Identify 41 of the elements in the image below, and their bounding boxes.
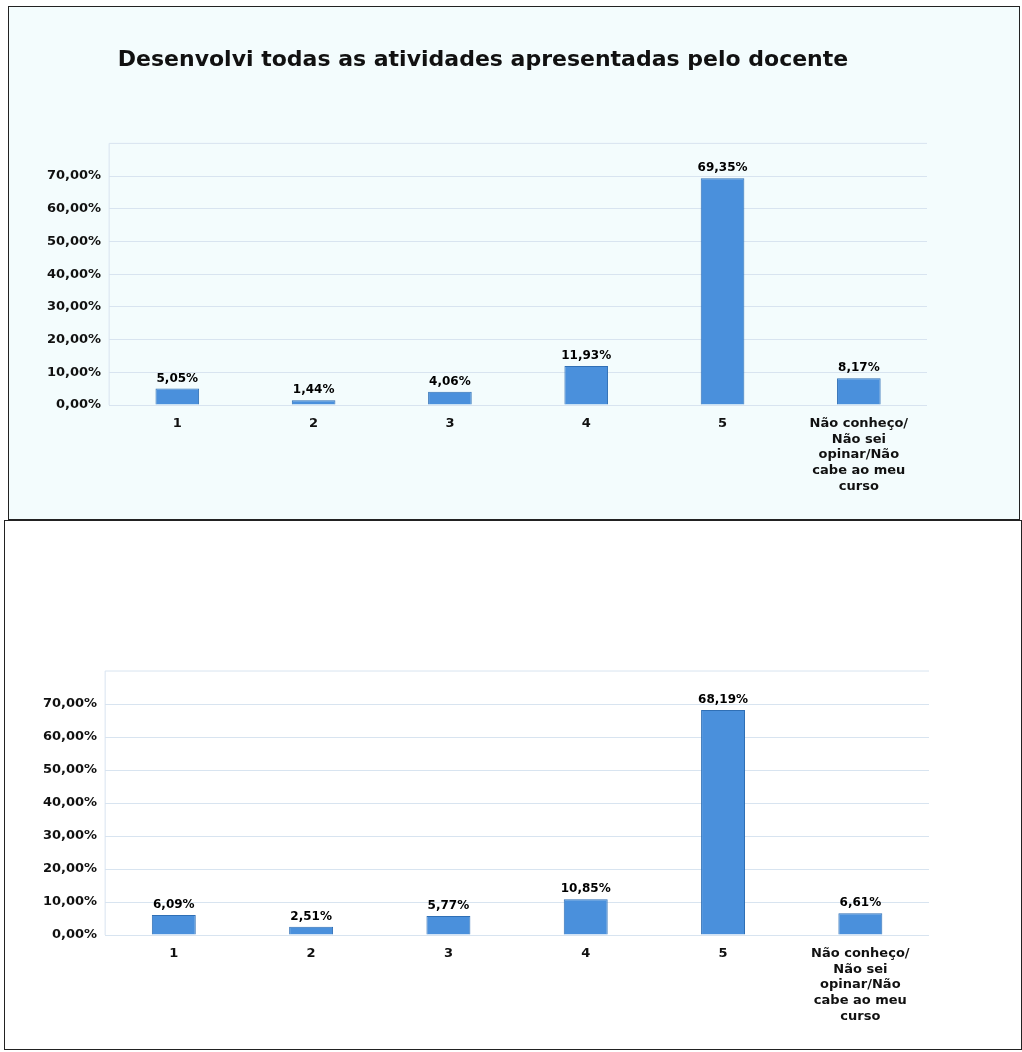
x-tick-label: 1	[172, 415, 182, 431]
data-label: 5,05%	[156, 370, 199, 385]
data-label: 8,17%	[838, 360, 880, 375]
x-tick-label: 2	[309, 415, 319, 431]
data-label: 11,93%	[561, 348, 612, 363]
y-tick-label: 30,00%	[42, 827, 98, 843]
y-tick-label: 0,00%	[56, 396, 102, 412]
y-tick-label: 40,00%	[46, 265, 102, 281]
y-tick-label: 40,00%	[42, 794, 98, 810]
y-tick-label: 70,00%	[46, 167, 102, 183]
y-tick-label: 10,00%	[42, 893, 98, 909]
x-tick-label: 2	[306, 945, 316, 961]
y-tick-label: 50,00%	[46, 232, 102, 248]
chart-title: Desenvolvi todas as atividades apresentadas pelo docente	[117, 45, 849, 71]
y-tick-label: 70,00%	[42, 695, 98, 711]
data-label: 5,77%	[427, 898, 470, 913]
data-label: 4,06%	[429, 373, 471, 388]
y-tick-label: 50,00%	[42, 761, 98, 777]
y-tick-label: 20,00%	[46, 330, 102, 346]
x-tick-label: Não conheço/Não sei opinar/Não cabe ao meu curso	[809, 415, 909, 493]
y-tick-label: 20,00%	[42, 860, 98, 876]
x-tick-label: 1	[169, 945, 179, 961]
data-label: 1,44%	[292, 382, 335, 397]
y-tick-label: 60,00%	[46, 200, 102, 216]
data-label: 10,85%	[560, 881, 611, 896]
x-tick-label: 5	[718, 945, 728, 961]
data-label: 2,51%	[290, 908, 332, 923]
x-tick-label: 4	[581, 415, 591, 431]
x-tick-label: Não conheço/Não sei opinar/Não cabe ao meu curso	[811, 945, 910, 1023]
y-tick-label: 60,00%	[42, 728, 98, 744]
x-tick-label: 3	[443, 945, 453, 961]
data-label: 69,35%	[697, 160, 748, 175]
x-tick-label: 4	[581, 945, 591, 961]
data-label: 6,61%	[839, 895, 882, 910]
y-tick-label: 10,00%	[46, 363, 102, 379]
x-tick-label: 5	[718, 415, 728, 431]
y-tick-label: 0,00%	[52, 926, 98, 942]
data-label: 68,19%	[698, 692, 749, 707]
x-tick-label: 3	[445, 415, 455, 431]
data-label: 6,09%	[152, 897, 195, 912]
y-tick-label: 30,00%	[46, 298, 102, 314]
